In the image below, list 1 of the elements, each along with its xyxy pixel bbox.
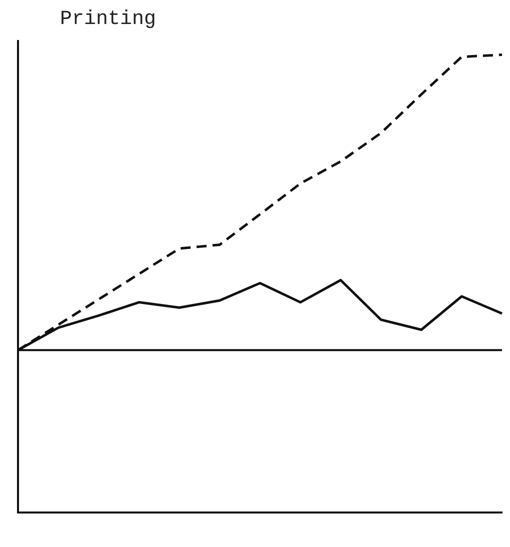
chart-title: Printing bbox=[60, 8, 156, 31]
